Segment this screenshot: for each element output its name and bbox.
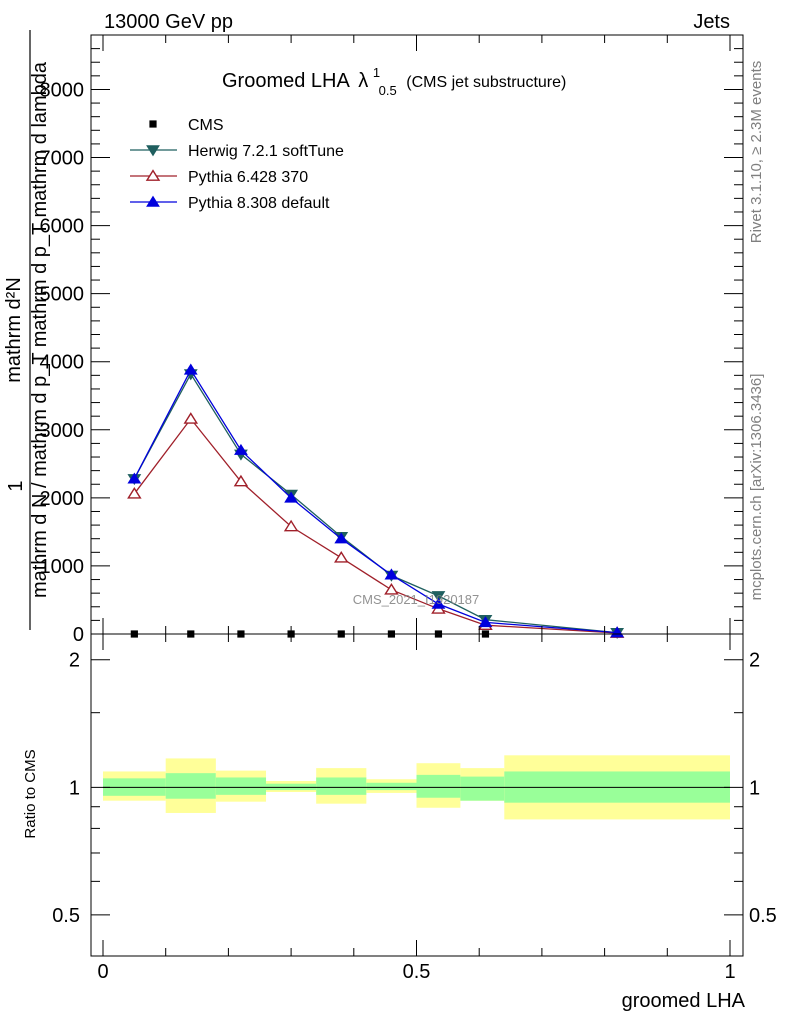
- main-title-sup: 1: [373, 65, 380, 80]
- data-point: [384, 568, 399, 580]
- main-title-lambda: λ: [358, 70, 368, 92]
- legend-label: CMS: [188, 117, 224, 134]
- ratio-band-inner: [460, 776, 505, 801]
- x-tick-label: 0: [97, 961, 108, 983]
- data-point: [284, 491, 299, 503]
- legend-entry: Pythia 8.308 default: [130, 195, 330, 212]
- y-label-denominator: mathrm d N / mathrm d p_T mathrm d p_T m…: [29, 61, 51, 598]
- legend-marker: [149, 120, 157, 128]
- y-tick-label: 4000: [40, 352, 85, 374]
- legend: CMS Herwig 7.2.1 softTune Pythia 6.428 370…: [130, 117, 344, 212]
- main-title-suffix: (CMS jet substructure): [406, 74, 566, 91]
- side-text-top: Rivet 3.1.10, ≥ 2.3M events: [748, 61, 765, 244]
- data-point: [431, 591, 446, 603]
- data-point: [183, 412, 199, 424]
- ratio-y-tick-label: 1: [69, 777, 80, 799]
- legend-marker: [146, 145, 160, 157]
- ratio-axes: 0.5 0.5 1 1 2 2 0 0.5 1: [52, 35, 777, 983]
- data-point: [333, 551, 349, 563]
- legend-marker: [145, 169, 161, 181]
- legend-label: Herwig 7.2.1 softTune: [188, 143, 344, 160]
- side-text-bottom: mcplots.cern.ch [arXiv:1306.3436]: [748, 374, 765, 601]
- y-tick-label: 1000: [40, 556, 85, 578]
- main-y-axis: 0 1000 2000 3000 4000 5000 6000 7000 8000: [40, 34, 743, 646]
- legend-label: Pythia 8.308 default: [188, 195, 330, 212]
- data-point: [183, 363, 198, 375]
- ratio-band-inner: [165, 773, 216, 799]
- y-tick-label: 0: [73, 624, 84, 646]
- header-left: 13000 GeV pp: [104, 11, 233, 33]
- main-title: Groomed LHA λ 1 0.5 (CMS jet substructur…: [222, 60, 566, 100]
- x-tick-label: 0.5: [403, 961, 431, 983]
- y-tick-label: 2000: [40, 488, 85, 510]
- y-tick-label: 3000: [40, 420, 85, 442]
- watermark: CMS_2021_I1920187: [353, 592, 480, 607]
- legend-marker: [146, 195, 160, 207]
- ratio-y-tick-label: 0.5: [52, 905, 80, 927]
- legend-entry: Pythia 6.428 370: [130, 169, 308, 186]
- ratio-y-tick-label-right: 0.5: [749, 905, 777, 927]
- data-point: [431, 597, 446, 609]
- main-title-text: Groomed LHA: [222, 70, 350, 92]
- ratio-bands: [103, 755, 730, 820]
- y-tick-label: 6000: [40, 216, 85, 238]
- x-axis-label: groomed LHA: [622, 990, 746, 1012]
- main-title-sub: 0.5: [379, 83, 397, 98]
- x-tick-label: 1: [724, 961, 735, 983]
- ratio-y-tick-label: 2: [69, 650, 80, 672]
- main-y-label: mathrm d²N 1 mathrm d N / mathrm d p_T m…: [3, 30, 51, 630]
- ratio-band-inner: [416, 774, 461, 798]
- y-label-numerator: mathrm d²N: [3, 277, 25, 383]
- data-point: [283, 519, 299, 532]
- y-tick-label: 5000: [40, 284, 85, 306]
- ratio-band-inner: [366, 782, 417, 791]
- data-point: [478, 616, 493, 628]
- y-tick-label: 8000: [40, 79, 85, 101]
- ratio-y-tick-label-right: 1: [749, 777, 760, 799]
- header-right: Jets: [693, 11, 730, 33]
- ratio-band-inner: [215, 777, 267, 795]
- ratio-y-tick-label-right: 2: [749, 650, 760, 672]
- data-point: [384, 583, 399, 595]
- data-point: [334, 532, 349, 544]
- data-point: [234, 443, 248, 455]
- legend-entry: CMS: [149, 117, 224, 134]
- y-tick-label: 7000: [40, 148, 85, 170]
- ratio-band-inner: [316, 777, 367, 795]
- data-point: [233, 474, 249, 487]
- y-label-one: 1: [5, 480, 27, 491]
- data-point: [127, 472, 142, 484]
- legend-label: Pythia 6.428 370: [188, 169, 308, 186]
- main-series-layer: [127, 363, 625, 639]
- data-point: [127, 487, 142, 499]
- ratio-y-label: Ratio to CMS: [22, 749, 39, 838]
- legend-entry: Herwig 7.2.1 softTune: [130, 143, 344, 160]
